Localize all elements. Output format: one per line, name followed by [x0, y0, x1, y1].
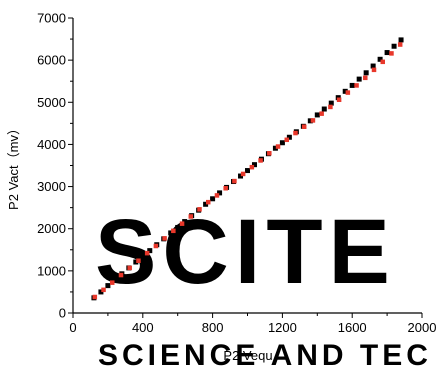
data-point: [175, 224, 181, 230]
data-point: [98, 289, 104, 295]
data-point: [354, 83, 359, 88]
x-tick-label: 0: [69, 320, 76, 335]
axes: 0 400 800 1200 1600 2000 0 1000 2000 3000 4000 5000…: [37, 11, 436, 336]
data-point: [336, 97, 342, 103]
data-point: [127, 265, 132, 271]
data-point: [267, 151, 272, 156]
data-point: [328, 100, 334, 106]
x-tick-label: 800: [202, 320, 224, 335]
y-tick-label: 5000: [37, 95, 66, 110]
data-point: [398, 37, 404, 43]
data-point: [110, 280, 115, 285]
watermark-logo: SCITE SCIENCE AND TEC: [95, 201, 432, 369]
data-point: [279, 140, 285, 146]
data-point: [210, 196, 216, 202]
watermark-logo-text: SCITE: [95, 201, 396, 303]
data-point: [345, 90, 351, 95]
x-tick-label: 400: [132, 320, 154, 335]
y-tick-label: 7000: [37, 11, 66, 26]
data-point: [397, 42, 403, 47]
data-point: [384, 50, 390, 56]
data-point: [284, 137, 290, 143]
data-point: [101, 287, 106, 293]
y-tick-label: 6000: [37, 53, 66, 68]
x-axis-title: P2 Vequ: [223, 348, 272, 363]
data-point: [223, 186, 228, 191]
data-point: [356, 76, 362, 82]
data-point: [258, 158, 263, 163]
data-point: [232, 178, 237, 184]
data-point: [162, 236, 167, 241]
data-point: [342, 88, 348, 94]
data-point: [321, 106, 327, 112]
y-tick-label: 1000: [37, 263, 66, 278]
data-point: [363, 70, 369, 76]
data-point: [112, 277, 118, 283]
data-point: [391, 43, 397, 49]
data-point: [118, 272, 124, 278]
data-point: [205, 199, 211, 205]
data-point: [301, 124, 307, 129]
data-point: [272, 145, 278, 151]
data-point: [377, 56, 383, 62]
data-point: [140, 253, 146, 259]
data-point: [182, 219, 188, 225]
data-point: [133, 259, 139, 265]
data-point: [245, 168, 250, 174]
data-point: [188, 214, 194, 219]
x-tick-label: 1600: [338, 320, 367, 335]
data-point: [314, 112, 320, 118]
data-point: [153, 243, 159, 249]
data-point: [363, 75, 368, 81]
x-tick-label: 1200: [268, 320, 297, 335]
data-point: [240, 171, 246, 177]
data-point: [293, 130, 298, 136]
data-point: [389, 51, 394, 56]
data-point: [251, 162, 257, 168]
y-tick-label: 2000: [37, 221, 66, 236]
series-2: [92, 42, 403, 300]
data-point: [328, 104, 333, 110]
data-point: [217, 190, 223, 196]
y-tick-label: 3000: [37, 179, 66, 194]
data-point: [147, 248, 153, 254]
x-tick-label: 2000: [408, 320, 437, 335]
data-point: [144, 250, 150, 256]
data-point: [275, 144, 281, 149]
data-point: [168, 230, 174, 236]
data-point: [92, 294, 98, 300]
data-point: [105, 283, 111, 289]
data-point: [197, 207, 202, 212]
data-point: [136, 258, 141, 263]
data-point: [179, 221, 185, 226]
y-tick-label: 0: [59, 306, 66, 321]
plot-area: [91, 37, 404, 301]
data-point: [214, 193, 220, 198]
data-point: [203, 201, 209, 207]
data-point: [249, 164, 255, 170]
data-point: [286, 134, 292, 140]
y-tick-label: 4000: [37, 137, 66, 152]
data-point: [380, 59, 385, 65]
data-point: [349, 82, 355, 88]
data-point: [310, 118, 316, 123]
data-point: [371, 67, 377, 73]
data-point: [238, 173, 244, 179]
data-point: [307, 118, 313, 124]
data-point: [370, 63, 376, 69]
y-axis-title: P2 Vact（mv）: [6, 122, 21, 210]
data-point: [319, 111, 324, 116]
data-point: [171, 228, 176, 234]
watermark-tagline: SCIENCE AND TEC: [98, 339, 432, 369]
